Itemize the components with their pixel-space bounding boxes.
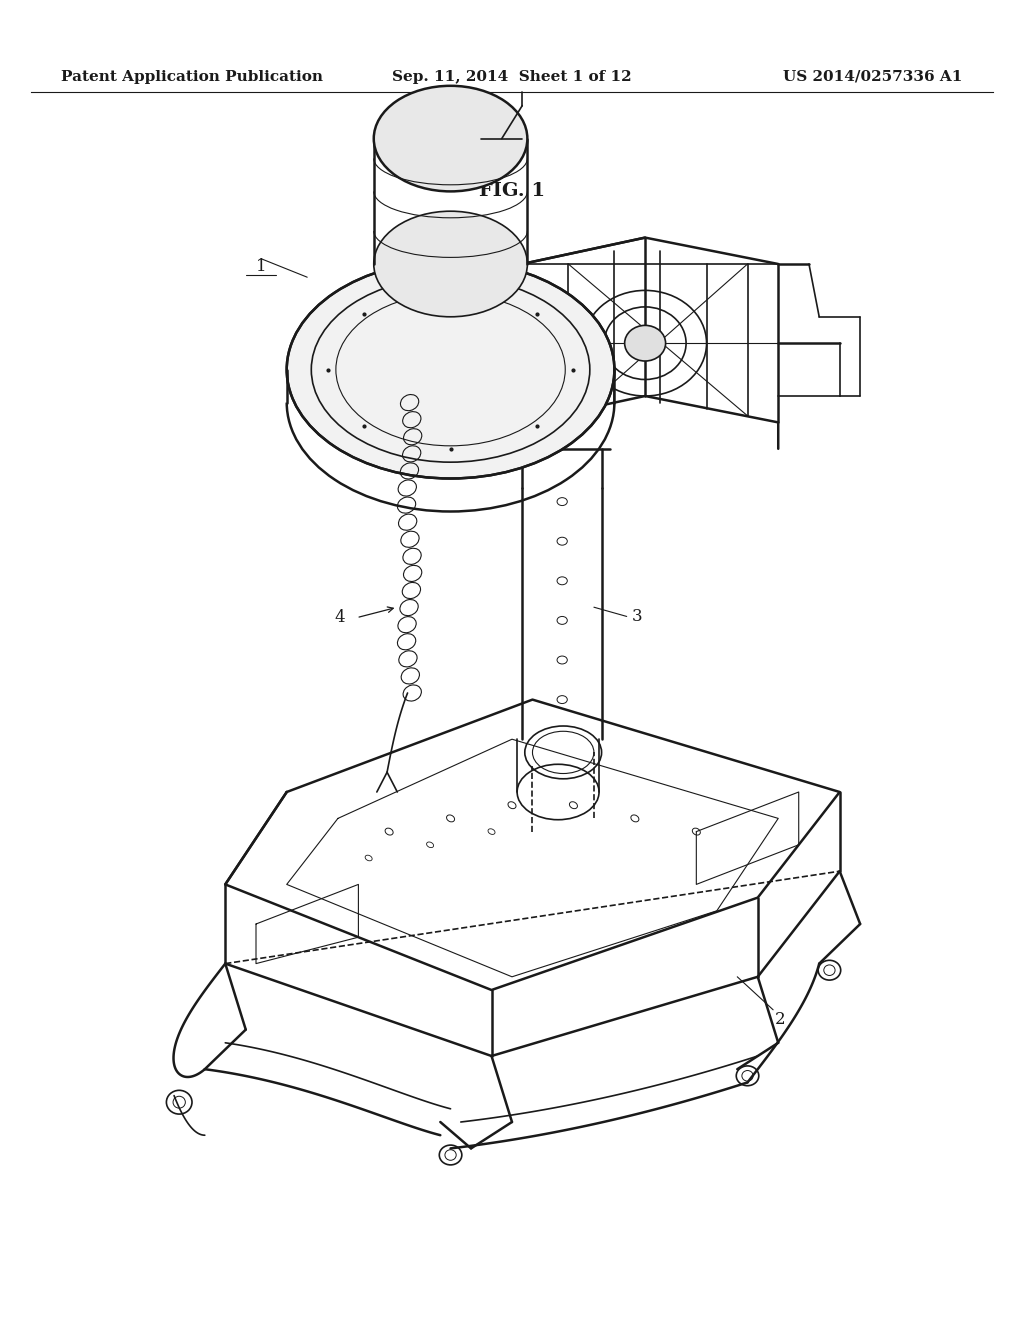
Ellipse shape xyxy=(625,326,666,362)
Ellipse shape xyxy=(287,261,614,479)
Text: 1: 1 xyxy=(256,259,266,275)
Text: FIG. 1: FIG. 1 xyxy=(479,182,545,201)
Ellipse shape xyxy=(374,86,527,191)
Text: 3: 3 xyxy=(632,609,642,624)
Text: Patent Application Publication: Patent Application Publication xyxy=(61,70,324,83)
Text: US 2014/0257336 A1: US 2014/0257336 A1 xyxy=(783,70,963,83)
Text: 2: 2 xyxy=(775,1011,785,1027)
Text: 4: 4 xyxy=(335,610,345,626)
Text: Sep. 11, 2014  Sheet 1 of 12: Sep. 11, 2014 Sheet 1 of 12 xyxy=(392,70,632,83)
Ellipse shape xyxy=(374,211,527,317)
